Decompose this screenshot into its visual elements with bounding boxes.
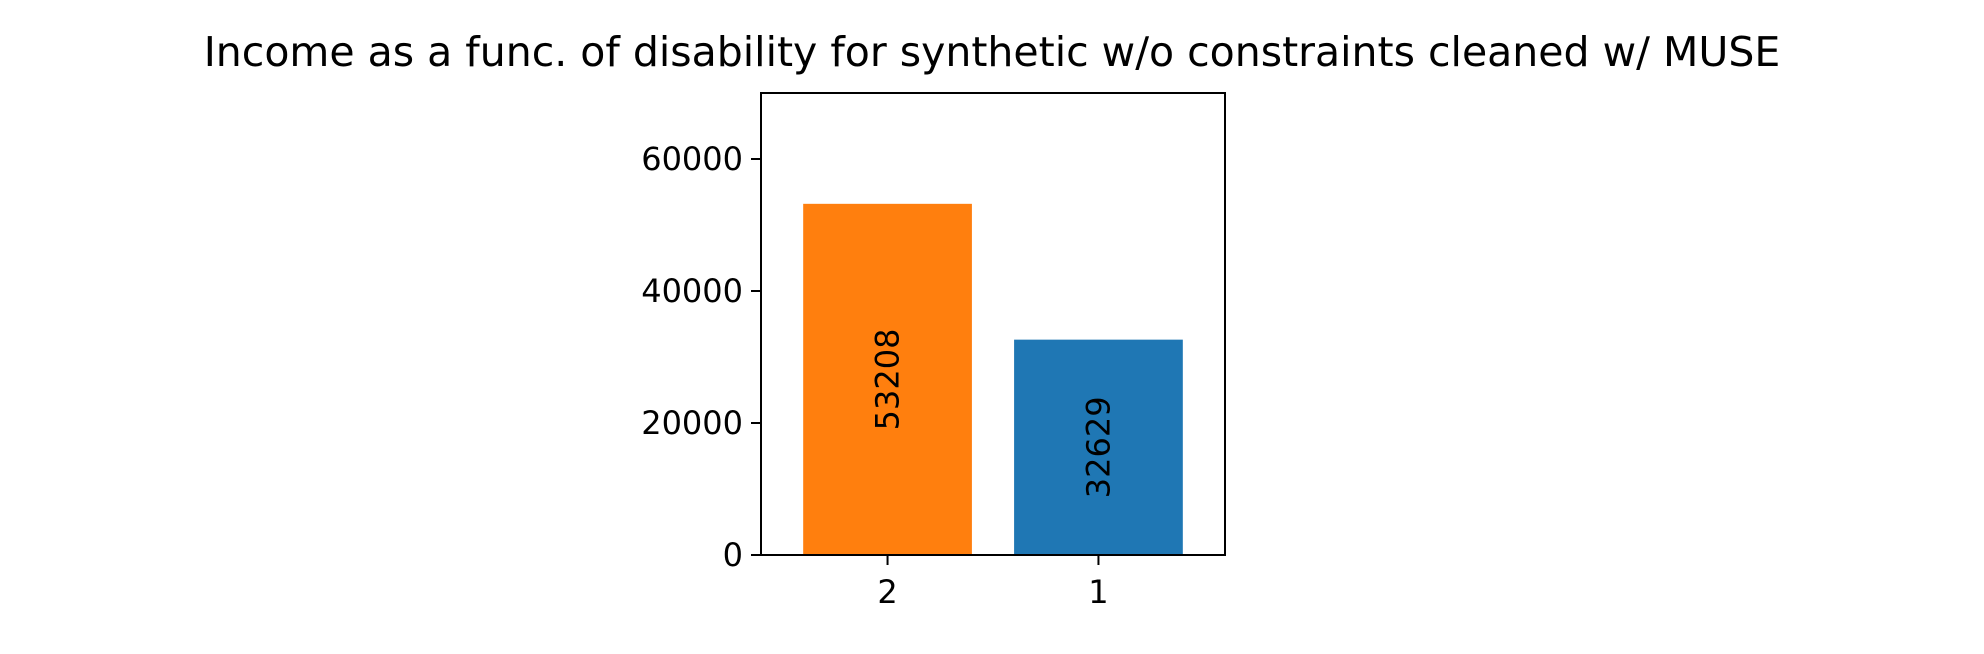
y-tick-label: 0 [723, 536, 743, 574]
data-label-2: 53208 [869, 329, 907, 431]
chart-title: Income as a func. of disability for synt… [204, 28, 1781, 76]
x-tick-label-1: 1 [1088, 573, 1108, 611]
bar-1 [1014, 339, 1183, 555]
x-tick-label-2: 2 [877, 573, 897, 611]
y-tick-label: 20000 [641, 404, 743, 442]
bar-2 [803, 203, 972, 555]
y-tick-label: 40000 [641, 272, 743, 310]
plot-frame [760, 92, 1226, 556]
plot-area: 53208 32629 0 20000 40000 60000 2 1 [641, 92, 1226, 611]
y-tick-label: 60000 [641, 140, 743, 178]
data-label-1: 32629 [1079, 396, 1117, 498]
